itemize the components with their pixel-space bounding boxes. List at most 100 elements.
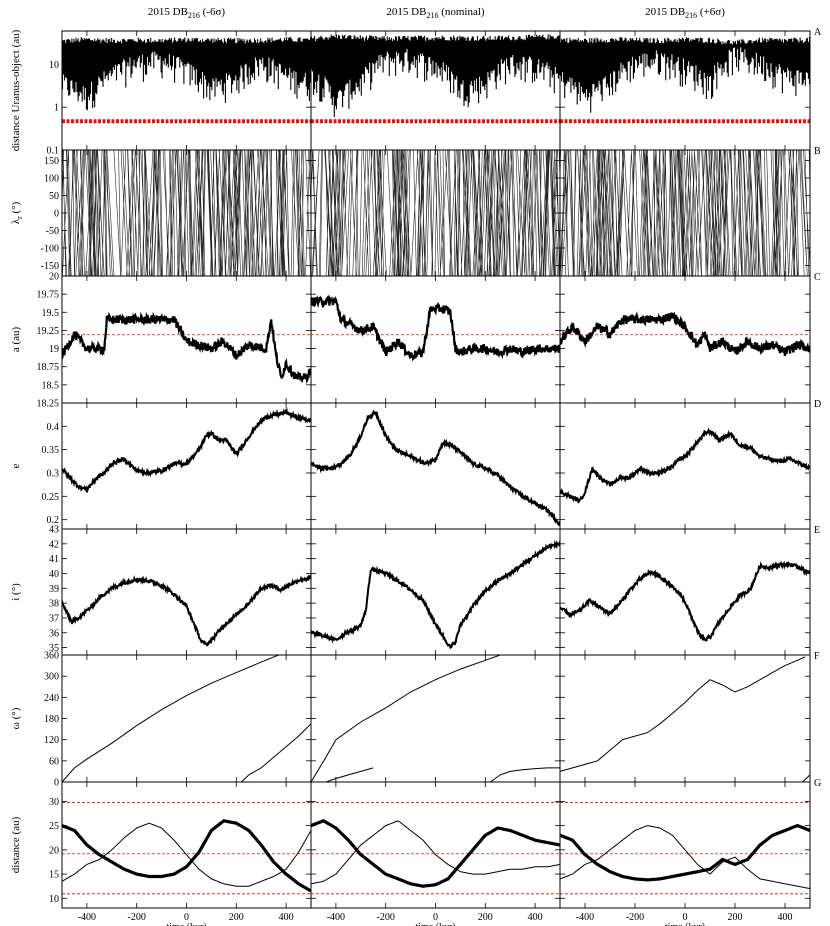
x-tick-label: 200 bbox=[728, 912, 743, 923]
x-axis-label: time (kyr) bbox=[166, 922, 206, 926]
column-title-nominal: 2015 DB216 (nominal) bbox=[386, 6, 484, 20]
plot-area bbox=[311, 802, 560, 895]
plot-area bbox=[311, 34, 560, 124]
nodal-distance-thin bbox=[62, 822, 311, 887]
distance-series bbox=[311, 34, 560, 117]
plot-area bbox=[62, 655, 311, 782]
panel-B-minus6: -150 -100 -50 0 50 100 150 bbox=[41, 149, 312, 277]
panel-A-plus6: A bbox=[559, 27, 822, 151]
plot-area bbox=[62, 802, 311, 895]
y-tick-label: 18.25 bbox=[37, 399, 60, 410]
y-tick-label: 180 bbox=[44, 714, 59, 725]
y-tick-label: 0 bbox=[54, 778, 59, 789]
plot-area bbox=[311, 150, 560, 276]
column-title-prefix: 2015 DB bbox=[148, 6, 188, 18]
series-E bbox=[311, 539, 560, 650]
nodal-distance-thick bbox=[311, 819, 560, 888]
panel-frame bbox=[310, 402, 561, 530]
x-tick-label: 400 bbox=[778, 912, 793, 923]
plot-area bbox=[62, 150, 311, 276]
plot-area bbox=[62, 574, 311, 647]
ylabel-subscript: r bbox=[15, 216, 24, 219]
column-title-suffix: (nominal) bbox=[438, 6, 484, 18]
y-tick-label: 0.4 bbox=[47, 422, 60, 433]
x-axis-label: time (kyr) bbox=[415, 922, 455, 926]
y-tick-label: 19 bbox=[49, 344, 59, 355]
y-axis-labels: distance Uranus-object (au) λr (°) a (au) e… bbox=[10, 29, 24, 873]
omega-segment-1 bbox=[802, 774, 810, 782]
y-tick-label: 37 bbox=[49, 613, 59, 624]
omega-segment-1 bbox=[325, 767, 374, 782]
x-tick-label: 200 bbox=[229, 912, 244, 923]
ylabel-D: e bbox=[10, 463, 22, 468]
y-tick-label: 0.35 bbox=[42, 445, 60, 456]
column-title-prefix: 2015 DB bbox=[386, 6, 426, 18]
y-tick-label: 0.2 bbox=[47, 515, 60, 526]
x-tick-label: -400 bbox=[576, 912, 594, 923]
panel-F-minus6: 0 60 120 180 240 300 360 bbox=[44, 651, 312, 789]
panel-G-plus6: G bbox=[559, 778, 821, 909]
panel-B-nominal bbox=[310, 149, 561, 277]
panel-F-plus6: F bbox=[559, 651, 820, 783]
x-tick-label: -200 bbox=[626, 912, 644, 923]
y-tick-label: 20 bbox=[49, 272, 59, 283]
omega-segment-0 bbox=[62, 655, 279, 782]
y-tick-label: 25 bbox=[49, 821, 59, 832]
panel-frame bbox=[310, 654, 561, 783]
panel-D-plus6: D bbox=[559, 399, 821, 530]
y-tick-label: 120 bbox=[44, 735, 59, 746]
plot-area bbox=[62, 407, 311, 494]
ylabel-B: λr (°) bbox=[10, 201, 24, 224]
y-tick-label: 18.5 bbox=[42, 380, 60, 391]
panel-G-nominal bbox=[310, 781, 561, 909]
panel-letter: E bbox=[814, 525, 820, 536]
mean-longitude-series bbox=[62, 150, 311, 276]
nodal-distance-thin bbox=[311, 820, 560, 885]
series-D bbox=[311, 409, 560, 527]
plot-area bbox=[62, 311, 311, 384]
omega-segment-0 bbox=[560, 656, 806, 772]
plot-area bbox=[560, 560, 810, 642]
plot-area bbox=[560, 311, 810, 356]
panels: 0.1110A-150-100-50050100150B18.518.75191… bbox=[37, 27, 822, 909]
y-tick-label: 20 bbox=[49, 845, 59, 856]
nodal-distance-thin bbox=[560, 825, 810, 890]
y-tick-label: 40 bbox=[49, 569, 59, 580]
x-tick-label: 200 bbox=[478, 912, 493, 923]
y-tick-label: 10 bbox=[49, 60, 59, 71]
omega-segment-0 bbox=[311, 655, 501, 782]
y-tick-label: 41 bbox=[49, 554, 59, 565]
panel-E-plus6: E bbox=[559, 525, 820, 656]
panel-D-nominal bbox=[310, 402, 561, 530]
column-title-suffix: (+6σ) bbox=[697, 6, 725, 18]
column-title-subscript: 216 bbox=[685, 11, 697, 20]
panel-letter: D bbox=[814, 399, 821, 410]
y-tick-label: 15 bbox=[49, 870, 59, 881]
plot-area bbox=[560, 656, 810, 782]
y-tick-label: 240 bbox=[44, 693, 59, 704]
omega-segment-1 bbox=[240, 723, 311, 782]
y-tick-label: 10 bbox=[49, 894, 59, 905]
distance-series bbox=[560, 37, 810, 113]
ylabel-C: a (au) bbox=[10, 326, 22, 352]
panel-F-nominal bbox=[310, 654, 561, 783]
ylabel-E: i (°) bbox=[10, 583, 22, 601]
y-tick-label: 0.25 bbox=[42, 492, 60, 503]
panel-G-minus6: 10 15 20 25 30 bbox=[49, 781, 312, 909]
series-D bbox=[62, 407, 311, 494]
ylabel-F: ω (°) bbox=[10, 707, 22, 729]
panel-frame bbox=[61, 654, 312, 783]
plot-area bbox=[311, 409, 560, 527]
y-tick-label: -50 bbox=[46, 226, 59, 237]
column-title-plus6: 2015 DB216 (+6σ) bbox=[645, 6, 725, 20]
mean-longitude-series bbox=[560, 150, 810, 276]
plot-area bbox=[62, 37, 311, 124]
x-tick-label: 0 bbox=[683, 912, 688, 923]
panel-C-minus6: 18.5 18.75 19 19.25 19.5 19.75 20 18.25 bbox=[37, 272, 312, 410]
x-tick-label: -200 bbox=[377, 912, 395, 923]
omega-segment-2 bbox=[490, 767, 560, 782]
panel-frame bbox=[559, 781, 811, 909]
column-title-minus6: 2015 DB216 (-6σ) bbox=[148, 6, 226, 20]
y-tick-label: 35 bbox=[49, 643, 59, 654]
